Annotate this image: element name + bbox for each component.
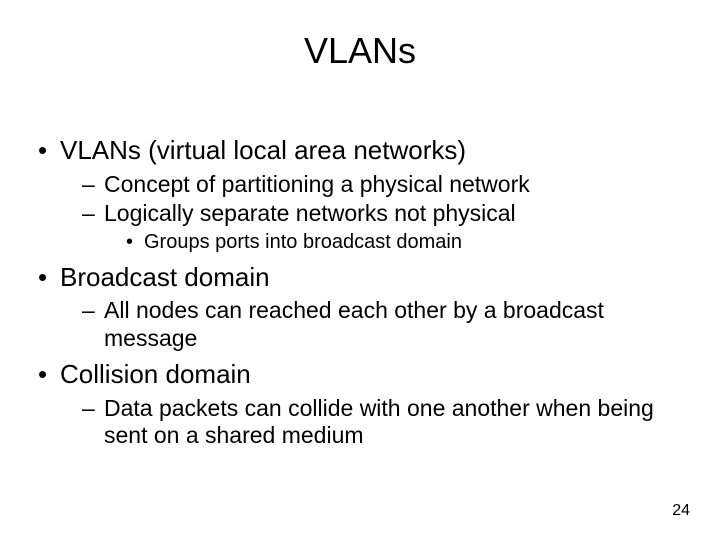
bullet-level1: VLANs (virtual local area networks) [32, 134, 688, 167]
bullet-level2: All nodes can reached each other by a br… [32, 297, 688, 352]
bullet-level3: Groups ports into broadcast domain [32, 230, 688, 255]
page-number: 24 [672, 502, 690, 520]
bullet-level1: Broadcast domain [32, 261, 688, 294]
bullet-level2: Data packets can collide with one anothe… [32, 395, 688, 450]
bullet-level2: Logically separate networks not physical [32, 200, 688, 228]
bullet-level2: Concept of partitioning a physical netwo… [32, 171, 688, 199]
bullet-level1: Collision domain [32, 358, 688, 391]
slide-title: VLANs [0, 30, 720, 72]
slide: VLANs VLANs (virtual local area networks… [0, 0, 720, 540]
slide-body: VLANs (virtual local area networks) Conc… [32, 128, 688, 452]
